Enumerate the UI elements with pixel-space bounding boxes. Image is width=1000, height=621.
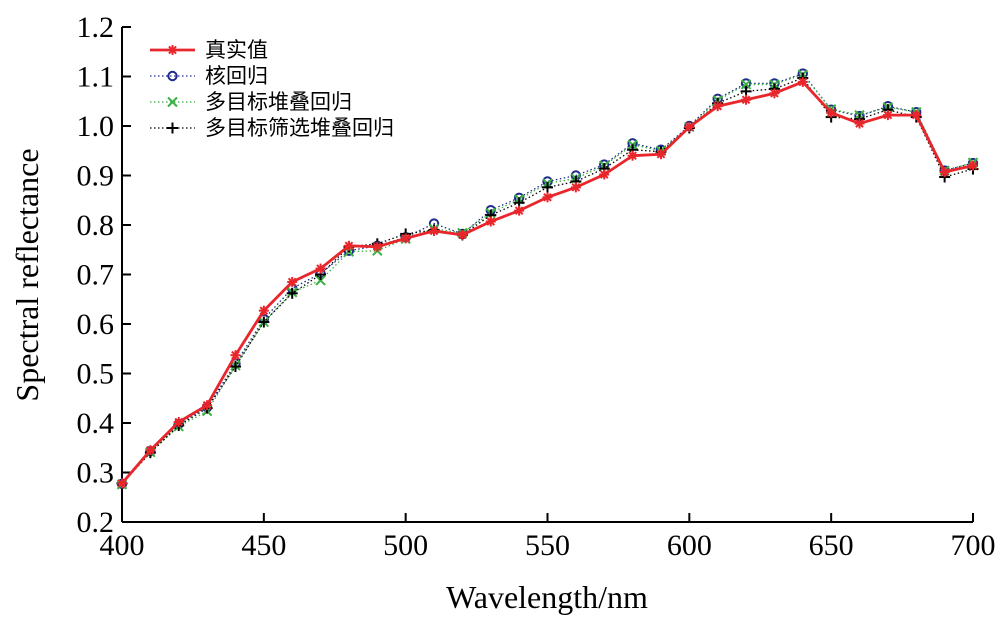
data-point (854, 118, 865, 129)
data-point (258, 316, 270, 328)
data-point (542, 181, 553, 193)
series-line (120, 80, 974, 485)
y-tick-label: 1.2 (77, 11, 115, 44)
y-tick-label: 0.8 (77, 209, 115, 242)
data-point (287, 276, 298, 287)
legend-marker (167, 96, 178, 108)
x-tick-label: 650 (809, 529, 854, 562)
data-point (797, 76, 808, 87)
x-tick-label: 450 (241, 529, 286, 562)
data-point (939, 167, 950, 178)
plot-area (116, 68, 979, 490)
y-tick-label: 0.7 (77, 259, 115, 292)
series-1 (117, 76, 978, 489)
x-tick-label: 550 (525, 529, 570, 562)
data-point (684, 121, 695, 132)
x-tick-label: 500 (383, 529, 428, 562)
data-point (145, 445, 156, 456)
data-point (514, 205, 525, 216)
y-tick-label: 0.9 (77, 160, 115, 193)
data-point (230, 350, 241, 361)
legend-label: 多目标堆叠回归 (205, 90, 352, 114)
legend-marker (167, 70, 178, 82)
data-point (740, 79, 752, 90)
data-point (315, 263, 326, 274)
data-point (372, 241, 383, 252)
x-axis-ticks: 400 450 500 550 600 650 700 (100, 513, 996, 562)
data-point (429, 225, 440, 236)
data-point (882, 110, 893, 121)
y-tick-label: 0.6 (77, 308, 115, 341)
data-point (343, 240, 354, 251)
data-point (627, 150, 638, 161)
y-tick-label: 1.0 (77, 110, 115, 143)
data-point (968, 160, 978, 171)
data-point (117, 478, 127, 489)
data-point (542, 192, 553, 203)
data-point (202, 400, 213, 411)
data-point (457, 229, 468, 240)
y-axis-title: Spectral reflectance (9, 148, 45, 401)
legend-label: 核回归 (205, 64, 268, 88)
legend-label: 真实值 (205, 38, 268, 62)
data-point (286, 287, 298, 299)
data-point (485, 216, 496, 227)
data-point (655, 149, 666, 160)
x-tick-label: 600 (667, 529, 712, 562)
y-tick-label: 0.5 (77, 358, 115, 391)
y-tick-label: 0.3 (77, 457, 115, 490)
data-point (769, 88, 780, 99)
legend-marker (167, 122, 178, 134)
data-point (741, 94, 752, 105)
x-tick-label: 700 (951, 529, 996, 562)
y-axis-ticks: 0.2 0.3 0.4 0.5 0.6 0.7 0.8 0.9 1.0 1.1 1.2 (77, 11, 131, 539)
legend-marker (167, 45, 178, 55)
legend-label: 多目标筛选堆叠回归 (205, 116, 394, 140)
data-point (315, 275, 326, 286)
y-tick-label: 0.2 (77, 506, 115, 539)
data-point (258, 305, 269, 316)
data-point (400, 233, 411, 244)
data-point (712, 101, 723, 112)
x-tick-label: 400 (100, 529, 145, 562)
data-point (173, 417, 184, 428)
y-tick-label: 1.1 (77, 61, 115, 94)
data-point (229, 361, 241, 373)
data-point (826, 107, 837, 118)
data-point (570, 182, 581, 193)
data-point (599, 169, 610, 180)
x-axis-title: Wavelength/nm (446, 579, 648, 615)
y-tick-label: 0.4 (77, 407, 115, 440)
data-point (911, 110, 922, 121)
